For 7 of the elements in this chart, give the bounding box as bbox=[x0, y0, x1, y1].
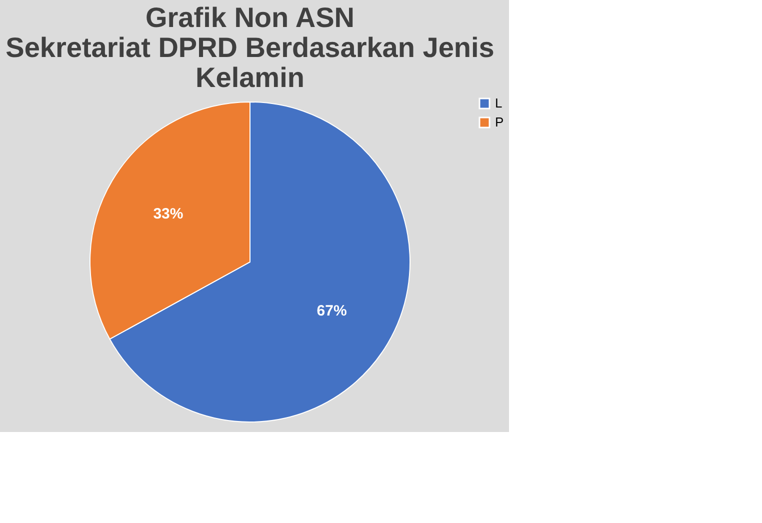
legend-label: P bbox=[495, 114, 504, 130]
text: Grafik Non ASN bbox=[146, 2, 354, 33]
text: Kelamin bbox=[196, 62, 304, 93]
legend-label: L bbox=[495, 96, 502, 110]
data-label: 67% bbox=[316, 302, 347, 320]
text: Sekretariat DPRD Berdasarkan Jenis bbox=[6, 32, 494, 63]
data-label: 33% bbox=[153, 206, 184, 223]
